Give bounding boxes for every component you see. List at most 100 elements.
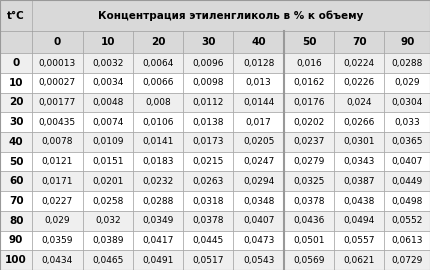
- Bar: [32, 53, 83, 73]
- Text: 0,013: 0,013: [246, 78, 271, 87]
- Bar: [0, 152, 32, 171]
- Bar: [334, 31, 384, 53]
- Text: 0,0473: 0,0473: [243, 236, 274, 245]
- Text: 0,0151: 0,0151: [92, 157, 123, 166]
- Bar: [133, 53, 183, 73]
- Bar: [334, 73, 384, 93]
- Bar: [384, 73, 430, 93]
- Text: 0,0407: 0,0407: [392, 157, 423, 166]
- Bar: [233, 250, 284, 270]
- Bar: [334, 132, 384, 152]
- Text: 0,0621: 0,0621: [344, 256, 375, 265]
- Bar: [233, 171, 284, 191]
- Text: 0,0096: 0,0096: [193, 59, 224, 68]
- Text: 0,0247: 0,0247: [243, 157, 274, 166]
- Bar: [32, 152, 83, 171]
- Bar: [0, 31, 32, 53]
- Bar: [384, 191, 430, 211]
- Bar: [233, 112, 284, 132]
- Text: 0,00013: 0,00013: [39, 59, 76, 68]
- Text: 0,0729: 0,0729: [392, 256, 423, 265]
- Bar: [233, 211, 284, 231]
- Bar: [0, 211, 32, 231]
- Bar: [334, 112, 384, 132]
- Text: 0,0445: 0,0445: [193, 236, 224, 245]
- Bar: [233, 93, 284, 112]
- Bar: [183, 231, 233, 250]
- Bar: [183, 171, 233, 191]
- Bar: [334, 191, 384, 211]
- Bar: [284, 132, 334, 152]
- Bar: [133, 231, 183, 250]
- Text: 0,0121: 0,0121: [42, 157, 73, 166]
- Text: 0,0465: 0,0465: [92, 256, 123, 265]
- Text: 0,0215: 0,0215: [193, 157, 224, 166]
- Text: Концентрация этиленгликоль в % к объему: Концентрация этиленгликоль в % к объему: [98, 10, 364, 21]
- Bar: [233, 53, 284, 73]
- Text: 0,0325: 0,0325: [293, 177, 325, 186]
- Text: 0,0201: 0,0201: [92, 177, 123, 186]
- Bar: [32, 112, 83, 132]
- Text: 0,0288: 0,0288: [142, 197, 174, 205]
- Text: 0,0128: 0,0128: [243, 59, 274, 68]
- Bar: [0, 112, 32, 132]
- Text: 0,0294: 0,0294: [243, 177, 274, 186]
- Text: 50: 50: [9, 157, 23, 167]
- Text: 0,0491: 0,0491: [142, 256, 174, 265]
- Bar: [83, 112, 133, 132]
- Bar: [83, 132, 133, 152]
- Bar: [284, 231, 334, 250]
- Bar: [83, 31, 133, 53]
- Bar: [0, 93, 32, 112]
- Bar: [0, 250, 32, 270]
- Bar: [284, 191, 334, 211]
- Bar: [384, 31, 430, 53]
- Bar: [0, 0, 430, 31]
- Bar: [334, 152, 384, 171]
- Text: 0,0434: 0,0434: [42, 256, 73, 265]
- Text: 0,0438: 0,0438: [344, 197, 375, 205]
- Bar: [32, 31, 83, 53]
- Bar: [133, 250, 183, 270]
- Bar: [32, 73, 83, 93]
- Bar: [83, 250, 133, 270]
- Text: t°C: t°C: [7, 11, 25, 21]
- Text: 0,0098: 0,0098: [193, 78, 224, 87]
- Bar: [183, 250, 233, 270]
- Bar: [183, 53, 233, 73]
- Bar: [32, 250, 83, 270]
- Text: 30: 30: [201, 37, 215, 47]
- Text: 0,0141: 0,0141: [142, 137, 174, 146]
- Bar: [0, 171, 32, 191]
- Text: 0,0417: 0,0417: [142, 236, 174, 245]
- Bar: [384, 132, 430, 152]
- Bar: [334, 53, 384, 73]
- Bar: [133, 211, 183, 231]
- Bar: [384, 112, 430, 132]
- Text: 0,0224: 0,0224: [344, 59, 375, 68]
- Bar: [32, 191, 83, 211]
- Text: 0,0343: 0,0343: [344, 157, 375, 166]
- Text: 0,0227: 0,0227: [42, 197, 73, 205]
- Bar: [334, 231, 384, 250]
- Bar: [83, 93, 133, 112]
- Bar: [83, 171, 133, 191]
- Bar: [83, 73, 133, 93]
- Bar: [183, 73, 233, 93]
- Text: 40: 40: [251, 37, 266, 47]
- Text: 90: 90: [400, 37, 415, 47]
- Text: 0,029: 0,029: [394, 78, 420, 87]
- Bar: [334, 250, 384, 270]
- Text: 0,0237: 0,0237: [293, 137, 325, 146]
- Text: 0,0258: 0,0258: [92, 197, 123, 205]
- Text: 20: 20: [151, 37, 165, 47]
- Bar: [32, 231, 83, 250]
- Text: 0,0378: 0,0378: [193, 216, 224, 225]
- Text: 0,032: 0,032: [95, 216, 120, 225]
- Text: 0,0288: 0,0288: [392, 59, 423, 68]
- Text: 0,0109: 0,0109: [92, 137, 123, 146]
- Text: 70: 70: [9, 196, 24, 206]
- Bar: [83, 152, 133, 171]
- Bar: [183, 132, 233, 152]
- Text: 0,00177: 0,00177: [39, 98, 76, 107]
